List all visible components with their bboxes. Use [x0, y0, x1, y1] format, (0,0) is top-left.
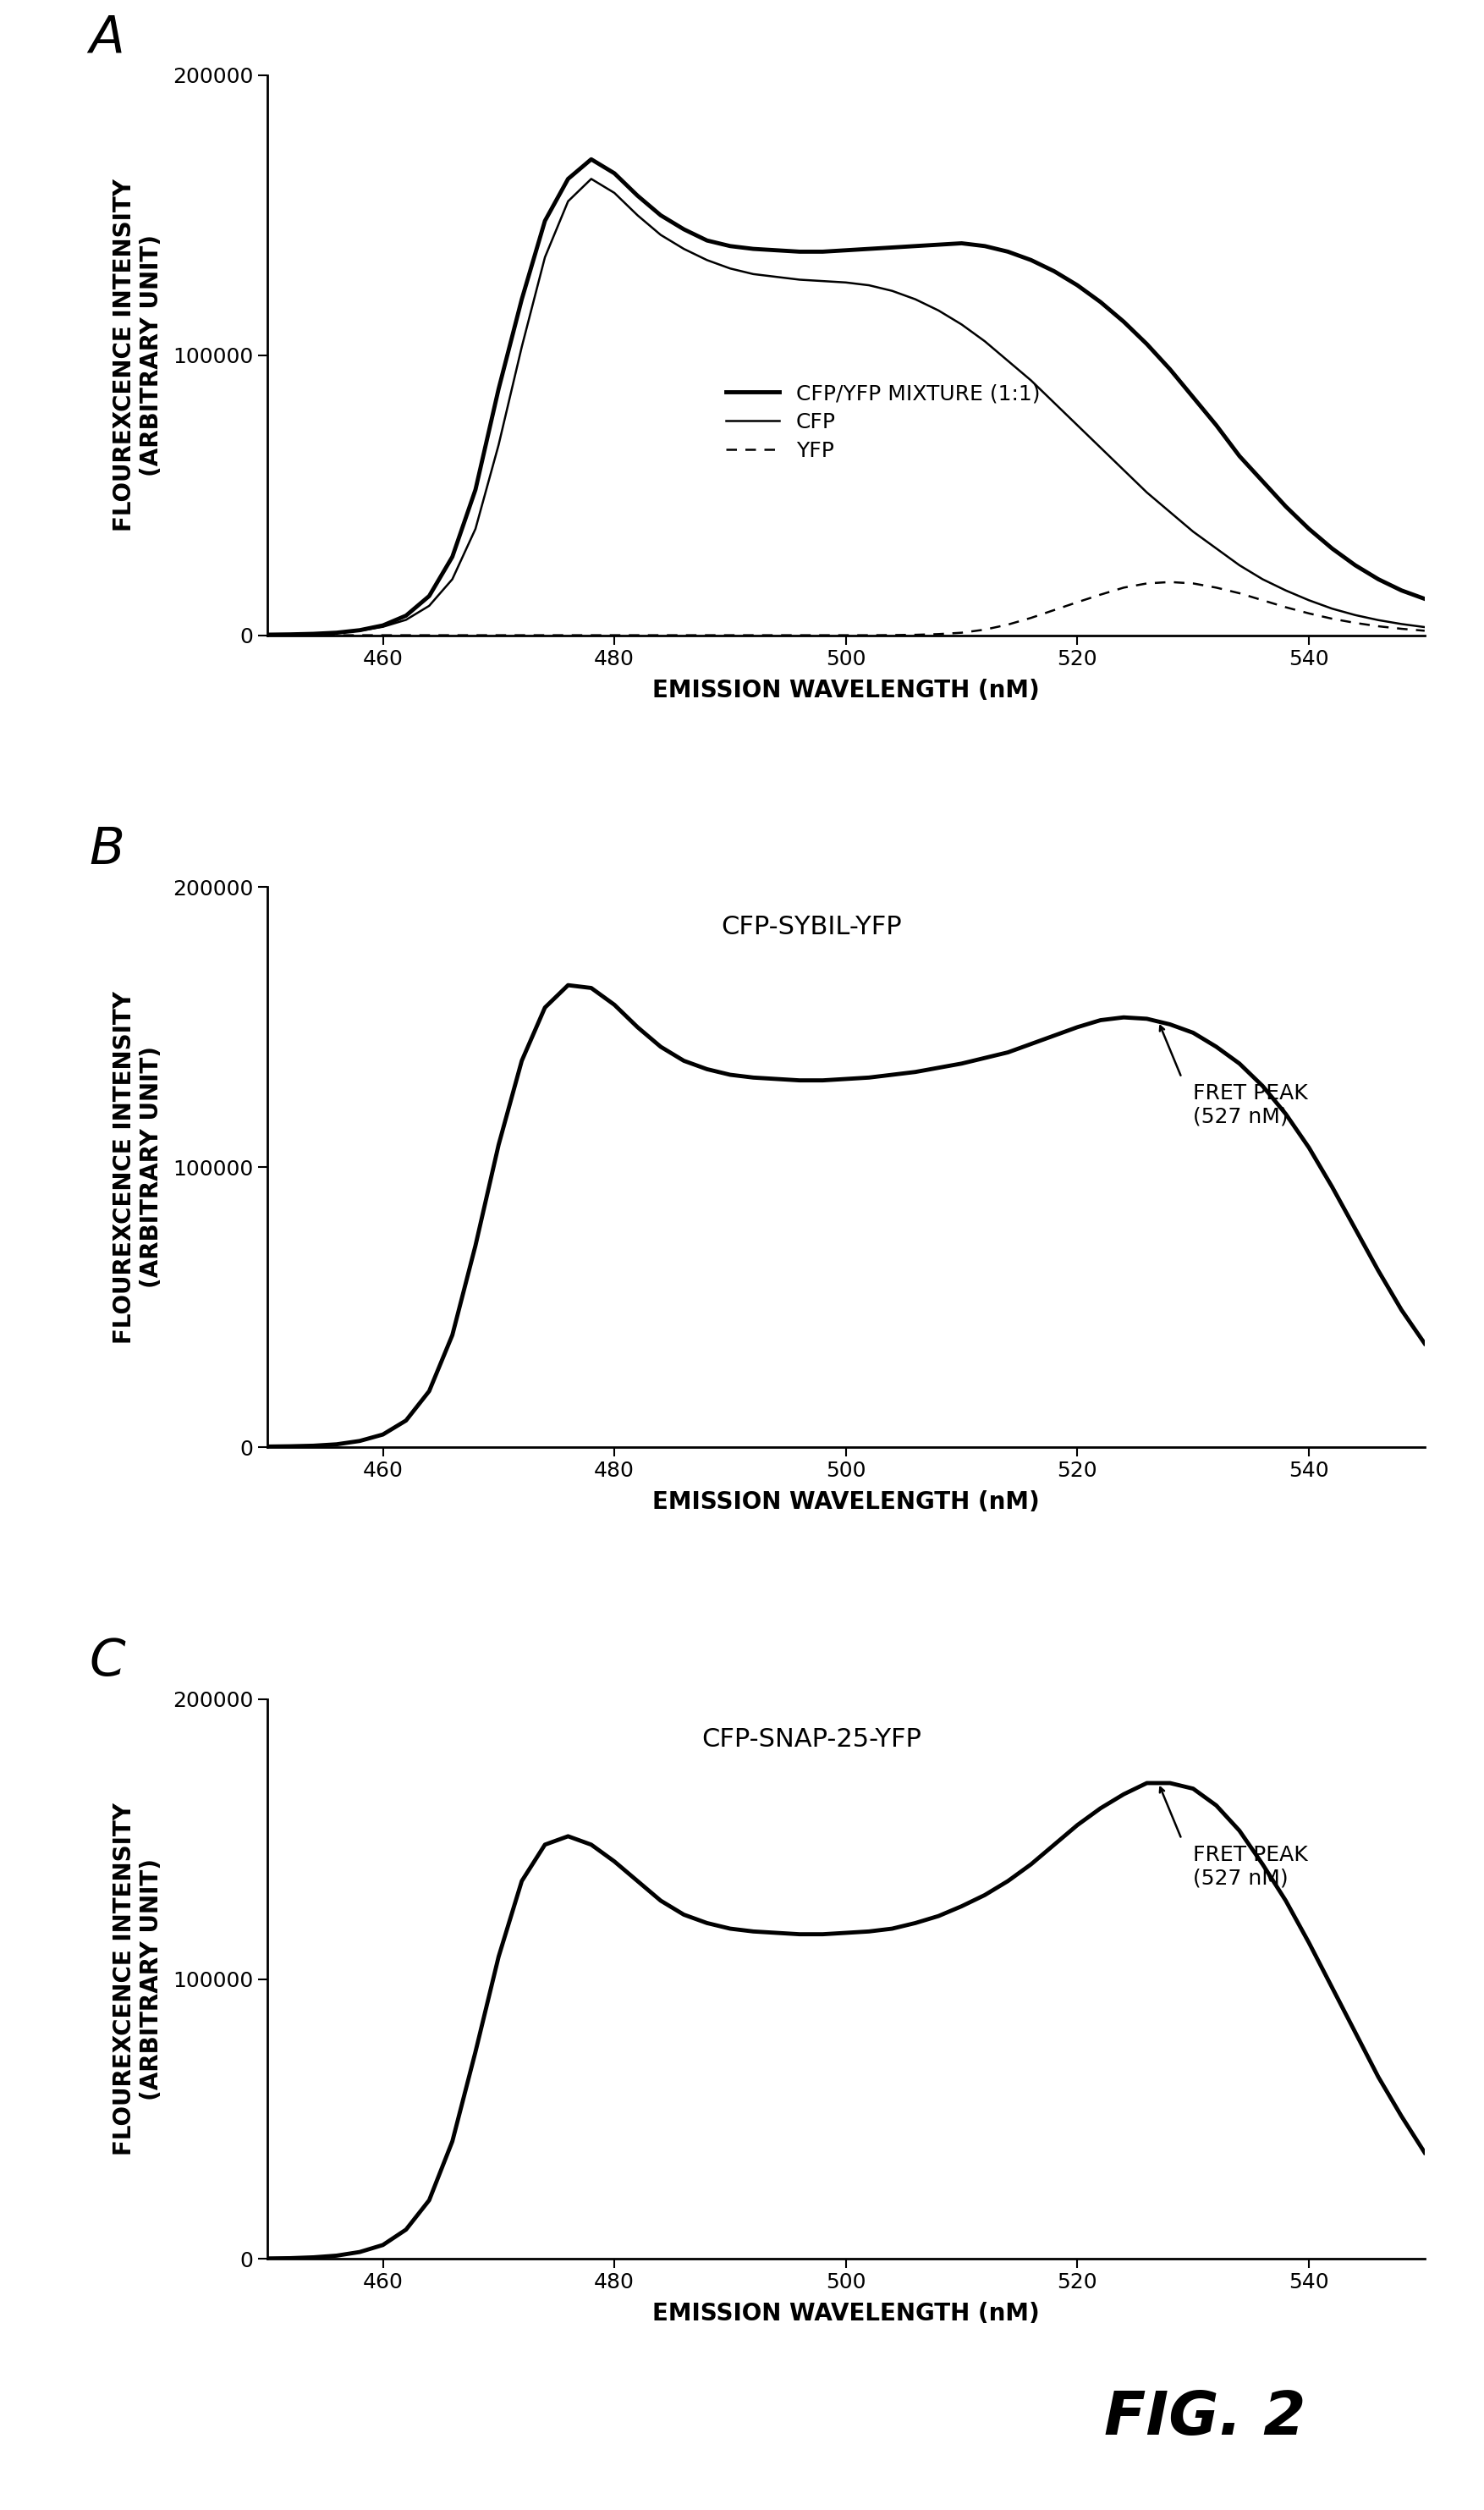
- Text: C: C: [89, 1637, 125, 1687]
- Text: B: B: [89, 826, 125, 873]
- Legend: CFP/YFP MIXTURE (1:1), CFP, YFP: CFP/YFP MIXTURE (1:1), CFP, YFP: [718, 374, 1048, 469]
- X-axis label: EMISSION WAVELENGTH (nM): EMISSION WAVELENGTH (nM): [653, 678, 1039, 703]
- Text: FIG. 2: FIG. 2: [1104, 2390, 1306, 2447]
- X-axis label: EMISSION WAVELENGTH (nM): EMISSION WAVELENGTH (nM): [653, 2302, 1039, 2327]
- Y-axis label: FLOUREXCENCE INTENSITY
(ARBITRARY UNIT): FLOUREXCENCE INTENSITY (ARBITRARY UNIT): [113, 178, 163, 532]
- Y-axis label: FLOUREXCENCE INTENSITY
(ARBITRARY UNIT): FLOUREXCENCE INTENSITY (ARBITRARY UNIT): [113, 991, 163, 1343]
- Text: FRET PEAK
(527 nM): FRET PEAK (527 nM): [1193, 1084, 1307, 1127]
- X-axis label: EMISSION WAVELENGTH (nM): EMISSION WAVELENGTH (nM): [653, 1491, 1039, 1514]
- Text: CFP-SYBIL-YFP: CFP-SYBIL-YFP: [721, 916, 901, 939]
- Text: FRET PEAK
(527 nM): FRET PEAK (527 nM): [1193, 1845, 1307, 1888]
- Text: A: A: [89, 13, 125, 63]
- Y-axis label: FLOUREXCENCE INTENSITY
(ARBITRARY UNIT): FLOUREXCENCE INTENSITY (ARBITRARY UNIT): [113, 1802, 163, 2156]
- Text: CFP-SNAP-25-YFP: CFP-SNAP-25-YFP: [702, 1727, 922, 1752]
